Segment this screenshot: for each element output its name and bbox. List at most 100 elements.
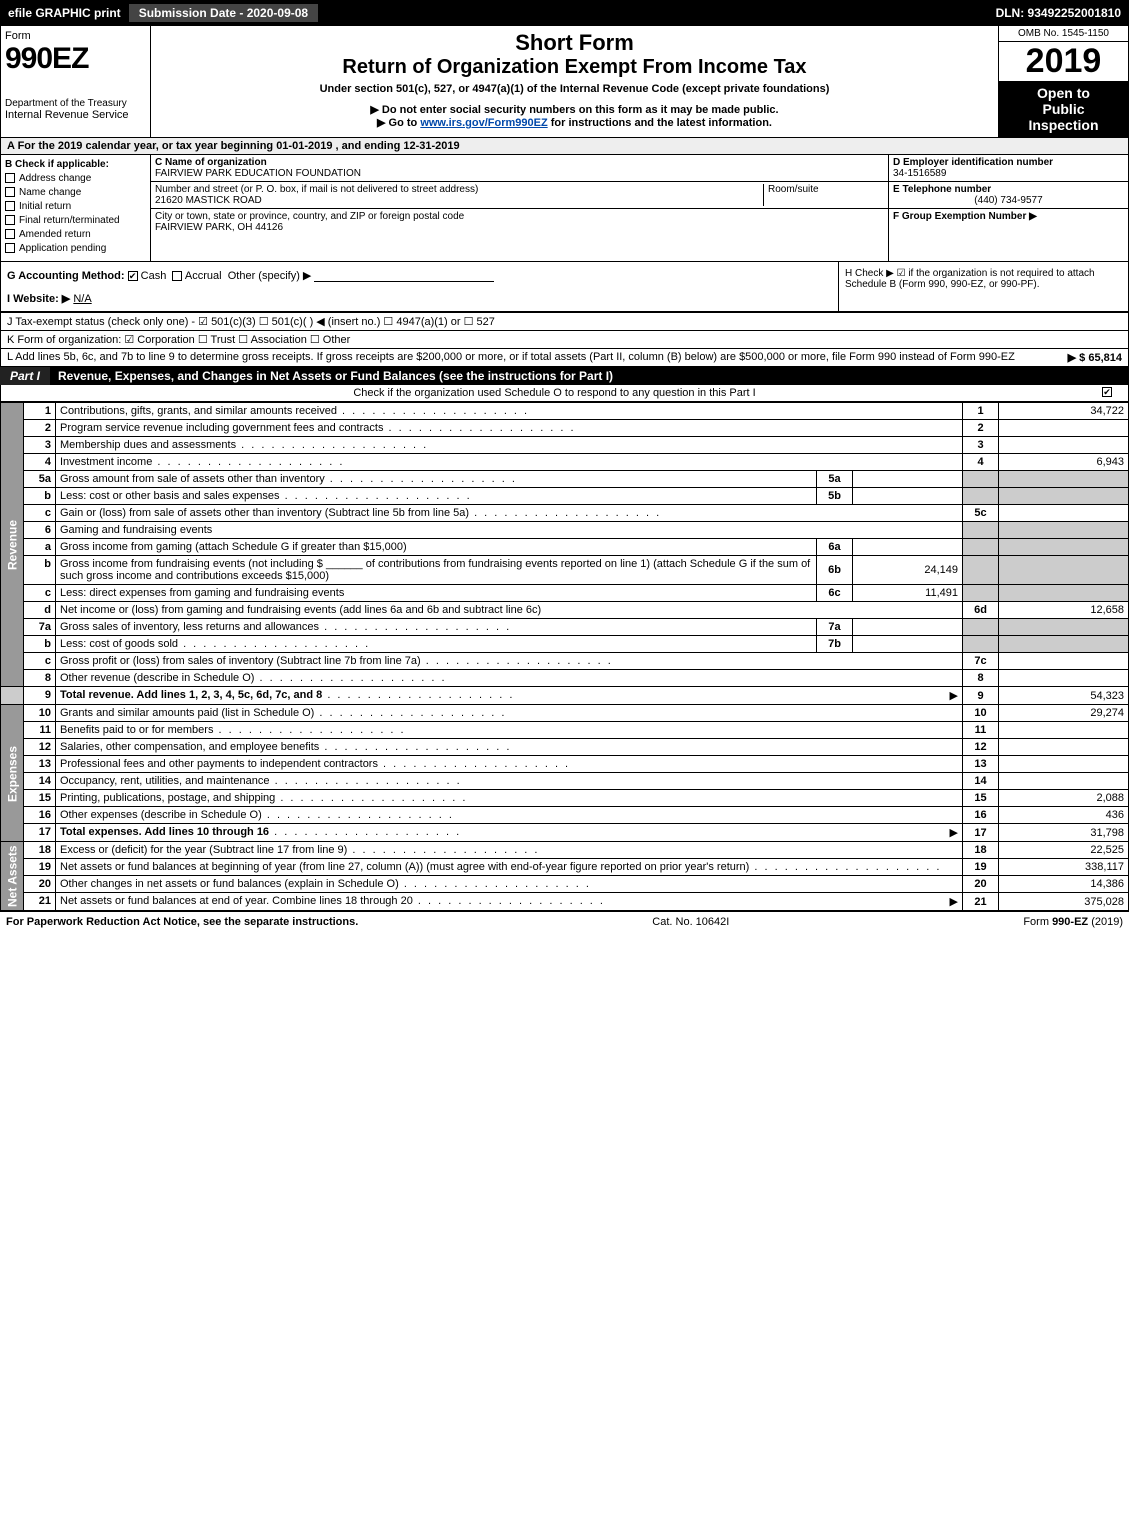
ln20-ref: 20 <box>963 876 999 893</box>
ln9-num: 9 <box>24 687 56 705</box>
chk-final-return[interactable] <box>5 215 15 225</box>
k-form-org: K Form of organization: ☑ Corporation ☐ … <box>0 330 1129 348</box>
opt-initial-return: Initial return <box>19 201 71 212</box>
ln13-desc: Professional fees and other payments to … <box>60 758 378 770</box>
org-city: FAIRVIEW PARK, OH 44126 <box>155 222 884 233</box>
ln8-ref: 8 <box>963 670 999 687</box>
ln11-num: 11 <box>24 722 56 739</box>
ln7c-num: c <box>24 653 56 670</box>
ln5a-grey2 <box>999 471 1129 488</box>
ln6c-grey2 <box>999 585 1129 602</box>
ln12-num: 12 <box>24 739 56 756</box>
ln17-desc: Total expenses. Add lines 10 through 16 <box>60 826 269 838</box>
ln8-amt <box>999 670 1129 687</box>
ln6b-grey2 <box>999 556 1129 585</box>
chk-address-change[interactable] <box>5 173 15 183</box>
ln3-num: 3 <box>24 437 56 454</box>
ln6a-grey2 <box>999 539 1129 556</box>
page-footer: For Paperwork Reduction Act Notice, see … <box>0 911 1129 932</box>
ln6-desc: Gaming and fundraising events <box>56 522 963 539</box>
part1-title: Revenue, Expenses, and Changes in Net As… <box>50 367 621 385</box>
ln5c-amt <box>999 505 1129 522</box>
ln9-arrow: ▶ <box>950 689 958 702</box>
ln1-ref: 1 <box>963 403 999 420</box>
footer-left: For Paperwork Reduction Act Notice, see … <box>6 916 358 928</box>
ln21-arrow: ▶ <box>950 895 958 908</box>
ln11-desc: Benefits paid to or for members <box>60 724 213 736</box>
ln6b-grey1 <box>963 556 999 585</box>
ln6d-desc: Net income or (loss) from gaming and fun… <box>60 604 541 616</box>
ln5b-grey2 <box>999 488 1129 505</box>
form-word: Form <box>5 30 146 42</box>
l-amount: ▶ $ 65,814 <box>1060 351 1122 364</box>
open-line2: Public <box>999 101 1128 117</box>
ln18-amt: 22,525 <box>999 842 1129 859</box>
chk-accrual[interactable] <box>172 271 182 281</box>
ln12-amt <box>999 739 1129 756</box>
ln19-ref: 19 <box>963 859 999 876</box>
ln10-amt: 29,274 <box>999 705 1129 722</box>
ln7a-grey1 <box>963 619 999 636</box>
ln18-desc: Excess or (deficit) for the year (Subtra… <box>60 844 347 856</box>
ln6a-desc: Gross income from gaming (attach Schedul… <box>60 541 407 553</box>
ln5b-grey1 <box>963 488 999 505</box>
j-tax-exempt: J Tax-exempt status (check only one) - ☑… <box>0 312 1129 330</box>
sidetab-revenue: Revenue <box>1 403 24 687</box>
h-check: H Check ▶ ☑ if the organization is not r… <box>838 262 1128 311</box>
e-phone-label: E Telephone number <box>893 184 1124 195</box>
ln14-amt <box>999 773 1129 790</box>
ln5a-num: 5a <box>24 471 56 488</box>
check-b-column: B Check if applicable: Address change Na… <box>1 155 151 261</box>
irs-link[interactable]: www.irs.gov/Form990EZ <box>420 117 547 129</box>
ln11-amt <box>999 722 1129 739</box>
top-bar: efile GRAPHIC print Submission Date - 20… <box>0 0 1129 26</box>
chk-application-pending[interactable] <box>5 243 15 253</box>
chk-amended-return[interactable] <box>5 229 15 239</box>
ln5b-num: b <box>24 488 56 505</box>
chk-cash[interactable] <box>128 271 138 281</box>
l-gross-receipts: L Add lines 5b, 6c, and 7b to line 9 to … <box>0 348 1129 367</box>
ln7a-sub: 7a <box>817 619 853 636</box>
c-name-label: C Name of organization <box>155 157 884 168</box>
opt-amended-return: Amended return <box>19 229 91 240</box>
chk-name-change[interactable] <box>5 187 15 197</box>
org-name: FAIRVIEW PARK EDUCATION FOUNDATION <box>155 168 884 179</box>
ln16-ref: 16 <box>963 807 999 824</box>
g-other-field[interactable] <box>314 268 494 282</box>
ln5a-sub: 5a <box>817 471 853 488</box>
part1-check-line: Check if the organization used Schedule … <box>0 385 1129 402</box>
ln5c-desc: Gain or (loss) from sale of assets other… <box>60 507 469 519</box>
ln20-desc: Other changes in net assets or fund bala… <box>60 878 399 890</box>
chk-initial-return[interactable] <box>5 201 15 211</box>
revenue-table: Revenue 1 Contributions, gifts, grants, … <box>0 402 1129 911</box>
ln12-ref: 12 <box>963 739 999 756</box>
ln5b-desc: Less: cost or other basis and sales expe… <box>60 490 280 502</box>
part1-label: Part I <box>0 367 50 385</box>
org-address: 21620 MASTICK ROAD <box>155 195 763 206</box>
ln21-amt: 375,028 <box>999 893 1129 911</box>
ln20-amt: 14,386 <box>999 876 1129 893</box>
opt-application-pending: Application pending <box>19 243 106 254</box>
ln15-ref: 15 <box>963 790 999 807</box>
ln6b-subval: 24,149 <box>853 556 963 585</box>
ln8-num: 8 <box>24 670 56 687</box>
ln21-num: 21 <box>24 893 56 911</box>
ln9-ref: 9 <box>963 687 999 705</box>
opt-address-change: Address change <box>19 173 91 184</box>
ln15-desc: Printing, publications, postage, and shi… <box>60 792 275 804</box>
ln1-amt: 34,722 <box>999 403 1129 420</box>
ln18-num: 18 <box>24 842 56 859</box>
chk-schedule-o[interactable] <box>1102 387 1112 397</box>
ln2-desc: Program service revenue including govern… <box>60 422 383 434</box>
ln17-arrow: ▶ <box>950 826 958 839</box>
ln2-num: 2 <box>24 420 56 437</box>
ln7b-sub: 7b <box>817 636 853 653</box>
ln5a-subval <box>853 471 963 488</box>
efile-label: efile GRAPHIC print <box>8 6 121 20</box>
ln15-num: 15 <box>24 790 56 807</box>
ln15-amt: 2,088 <box>999 790 1129 807</box>
d-ein-label: D Employer identification number <box>893 157 1124 168</box>
ln7c-amt <box>999 653 1129 670</box>
ln3-amt <box>999 437 1129 454</box>
ln5b-subval <box>853 488 963 505</box>
